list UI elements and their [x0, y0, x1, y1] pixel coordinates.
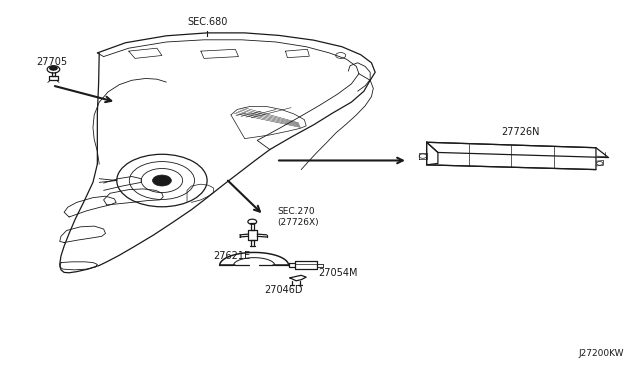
- Text: 27705: 27705: [36, 57, 68, 67]
- Circle shape: [49, 66, 58, 71]
- Text: 27054M: 27054M: [319, 268, 358, 278]
- Text: 27046D: 27046D: [264, 285, 303, 295]
- Text: 27726N: 27726N: [502, 127, 540, 137]
- Text: J27200KW: J27200KW: [579, 349, 624, 358]
- Text: 27621E: 27621E: [213, 251, 250, 261]
- Circle shape: [152, 175, 172, 186]
- Text: SEC.680: SEC.680: [187, 17, 227, 28]
- Text: SEC.270
(27726X): SEC.270 (27726X): [277, 207, 319, 227]
